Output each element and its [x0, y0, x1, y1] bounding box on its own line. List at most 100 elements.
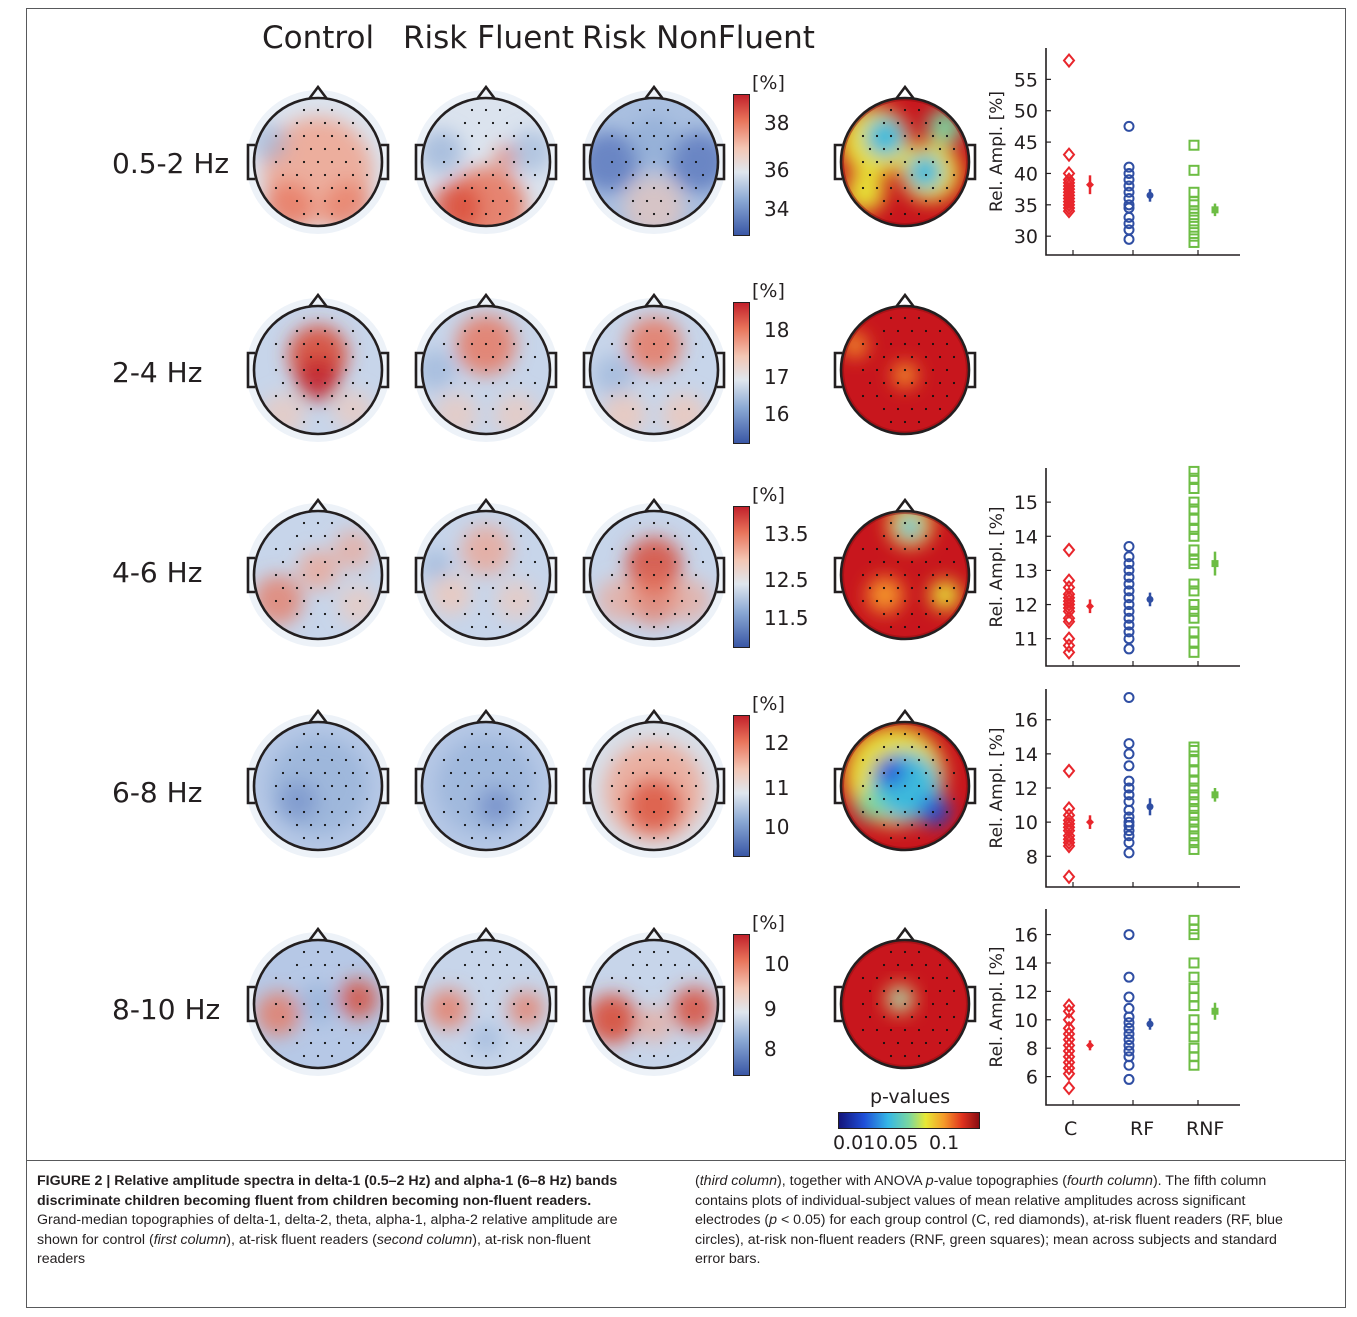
data-point — [1123, 120, 1135, 132]
plot-axes — [1045, 689, 1240, 888]
data-point — [1123, 633, 1135, 645]
caption-text: < 0.05) for each group control (C, red d… — [695, 1212, 1283, 1268]
y-tick-label: 8 — [1026, 846, 1038, 868]
scatter-plot: 30 35 40 45 50 55 Rel. Ampl. [%] — [987, 48, 1240, 256]
caption-italic: third column — [699, 1173, 778, 1189]
y-tick-label: 16 — [1014, 925, 1038, 947]
pvalue-colorbar-title: p-values — [870, 1086, 951, 1108]
y-tick-label: 13 — [1014, 560, 1038, 582]
data-point — [1123, 585, 1135, 597]
caption-italic: p — [925, 1173, 934, 1189]
mean-marker — [1211, 560, 1219, 568]
data-point — [1123, 167, 1135, 179]
data-point — [1123, 592, 1135, 604]
amplitude-topography — [246, 292, 390, 442]
scatter-plot: 6 8 10 12 14 16 Rel. Ampl. [%] — [987, 909, 1240, 1106]
colorbar-1 — [733, 94, 750, 236]
amplitude-topography — [414, 708, 558, 858]
topography-heads — [246, 84, 977, 1076]
colorbar-tick: 17 — [764, 365, 790, 389]
x-category-label: RNF — [1186, 1118, 1225, 1140]
y-tick-label: 55 — [1014, 69, 1038, 91]
data-point — [1123, 971, 1135, 983]
colorbar-tick: 10 — [764, 815, 790, 839]
data-point — [1188, 741, 1200, 753]
data-point — [1062, 579, 1076, 596]
caption-text: ( — [695, 1173, 700, 1189]
amplitude-topography — [582, 292, 726, 442]
data-point — [1188, 164, 1200, 176]
data-point — [1062, 52, 1076, 69]
data-point — [1188, 605, 1200, 617]
mean-marker — [1146, 1020, 1154, 1028]
data-point — [1188, 612, 1200, 624]
data-point — [1062, 644, 1076, 660]
colorbar-5 — [733, 934, 750, 1076]
data-point — [1062, 1012, 1076, 1028]
mean-marker — [1146, 595, 1154, 603]
caption-separator — [26, 1160, 1346, 1161]
data-point — [1188, 782, 1200, 794]
y-tick-label: 6 — [1026, 1067, 1038, 1089]
band-label-alpha1: 6-8 Hz — [112, 776, 203, 809]
data-point — [1188, 218, 1200, 230]
data-point — [1123, 760, 1135, 772]
data-point — [1188, 513, 1200, 525]
pvalue-tick: 0.1 — [929, 1132, 960, 1154]
data-point — [1188, 816, 1200, 828]
colorbar-tick: 36 — [764, 158, 790, 182]
data-point — [1062, 197, 1076, 213]
data-point — [1123, 643, 1135, 655]
colorbar-tick: 12.5 — [764, 568, 809, 592]
caption-text: -value topographies ( — [933, 1173, 1067, 1189]
data-point — [1123, 564, 1135, 576]
y-tick-label: 30 — [1014, 226, 1038, 248]
data-point — [1062, 869, 1076, 885]
y-tick-label: 8 — [1026, 1038, 1038, 1060]
colorbar-unit-5: [%] — [752, 912, 785, 934]
data-point — [1188, 530, 1200, 542]
amplitude-topography — [414, 497, 558, 647]
y-tick-label: 40 — [1014, 163, 1038, 185]
colorbar-tick: 18 — [764, 318, 790, 342]
data-point — [1188, 636, 1200, 648]
data-point — [1188, 1000, 1200, 1012]
data-point — [1062, 998, 1076, 1014]
data-point — [1062, 835, 1076, 851]
mean-marker — [1211, 791, 1219, 799]
scatter-plot: 11 12 13 14 15 Rel. Ampl. [%] — [987, 465, 1240, 667]
scatter-plot: 8 10 12 14 16 Rel. Ampl. [%] — [987, 689, 1240, 888]
colorbar-tick: 11.5 — [764, 606, 809, 630]
colorbar-tick: 34 — [764, 197, 790, 221]
data-point — [1123, 789, 1135, 801]
y-axis-label: Rel. Ampl. [%] — [987, 91, 1007, 212]
data-point — [1123, 1022, 1135, 1034]
colorbar-tick: 11 — [764, 776, 790, 800]
y-tick-label: 12 — [1014, 595, 1038, 617]
data-point — [1123, 1073, 1135, 1085]
colorbar-tick: 10 — [764, 952, 790, 976]
colorbar-tick: 16 — [764, 402, 790, 426]
caption-italic: p — [769, 1212, 778, 1229]
data-point — [1123, 738, 1135, 750]
figure-frame — [26, 8, 1346, 1308]
amplitude-topography — [582, 497, 726, 647]
data-point — [1188, 823, 1200, 835]
data-point — [1123, 1028, 1135, 1040]
data-point — [1062, 573, 1076, 589]
data-point — [1123, 541, 1135, 553]
mean-marker — [1086, 1041, 1094, 1050]
amplitude-topography — [414, 926, 558, 1076]
pvalue-tick: 0.05 — [876, 1132, 919, 1154]
colorbar-unit-1: [%] — [752, 72, 785, 94]
data-point — [1062, 1060, 1076, 1076]
data-point — [1062, 828, 1076, 844]
data-point — [1062, 631, 1076, 647]
colorbar-tick: 9 — [764, 997, 777, 1021]
data-point — [1188, 843, 1200, 855]
data-point — [1188, 957, 1200, 969]
column-header-control: Control — [262, 20, 375, 56]
data-point — [1062, 596, 1076, 613]
data-point — [1188, 626, 1200, 638]
